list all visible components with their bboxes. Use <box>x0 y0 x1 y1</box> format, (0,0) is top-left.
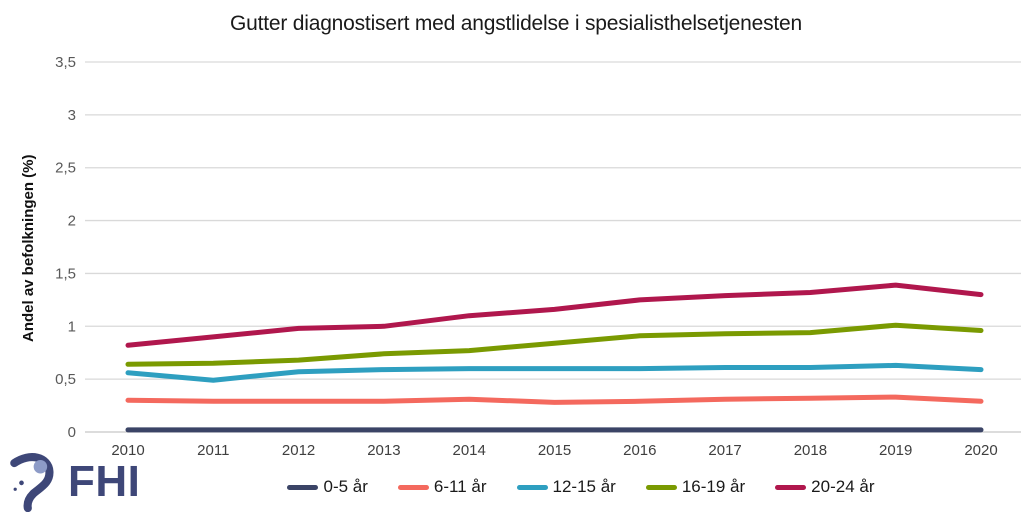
legend-item: 6-11 år <box>397 477 487 497</box>
legend-label: 16-19 år <box>681 477 746 496</box>
x-tick-label: 2012 <box>282 442 315 459</box>
y-tick-label: 1,5 <box>55 265 76 282</box>
y-tick-label: 1 <box>68 318 76 335</box>
legend-label: 6-11 år <box>433 477 487 496</box>
x-tick-label: 2017 <box>708 442 741 459</box>
series-line-6-11år <box>125 394 984 405</box>
x-tick-label: 2018 <box>794 442 827 459</box>
x-tick-label: 2010 <box>111 442 144 459</box>
x-tick-label: 2014 <box>453 442 486 459</box>
logo-head-dot <box>33 459 48 474</box>
legend-item: 12-15 år <box>516 477 616 497</box>
legend-item: 0-5 år <box>287 477 368 497</box>
series-line-16-19år <box>125 322 984 367</box>
legend: 0-5 år 6-11 år 12-15 år 16-19 år 20-24 år <box>140 477 1022 497</box>
plot-area: 0 0,5 1 1,5 2 2,5 3 3,5 2010 2011 2012 2013 2014 2015… <box>55 54 1021 459</box>
legend-dash-icon <box>645 484 677 490</box>
fhi-logo: FHI <box>8 452 140 512</box>
series-line-12-15år <box>125 362 984 383</box>
x-tick-label: 2020 <box>964 442 997 459</box>
x-tick-label: 2013 <box>367 442 400 459</box>
legend-dash-icon <box>775 484 807 490</box>
y-tick-label: 3,5 <box>55 54 76 71</box>
x-tick-label: 2011 <box>197 442 229 459</box>
y-tick-label: 2,5 <box>55 160 76 177</box>
fhi-logo-text: FHI <box>68 457 141 506</box>
x-tick-label: 2019 <box>879 442 912 459</box>
chart-title: Gutter diagnostisert med angstlidelse i … <box>229 12 803 35</box>
legend-item: 16-19 år <box>645 477 746 497</box>
legend-item: 20-24 år <box>775 477 875 497</box>
series-line-20-24år <box>125 282 984 348</box>
legend-dash-icon <box>516 484 548 490</box>
legend-label: 0-5 år <box>323 477 368 496</box>
y-tick-label: 2 <box>68 213 76 230</box>
y-tick-label: 0 <box>68 424 76 441</box>
y-tick-label: 3 <box>68 107 76 124</box>
logo-dot-1 <box>19 480 24 486</box>
x-tick-label: 2016 <box>623 442 656 459</box>
logo-dot-2 <box>13 487 17 491</box>
fhi-logo-mark <box>10 453 54 512</box>
legend-dash-icon <box>287 484 319 490</box>
legend-dash-icon <box>397 484 429 490</box>
y-tick-label: 0,5 <box>55 371 76 388</box>
legend-label: 20-24 år <box>811 477 875 496</box>
legend-label: 12-15 år <box>552 477 616 496</box>
x-tick-label: 2015 <box>538 442 571 459</box>
